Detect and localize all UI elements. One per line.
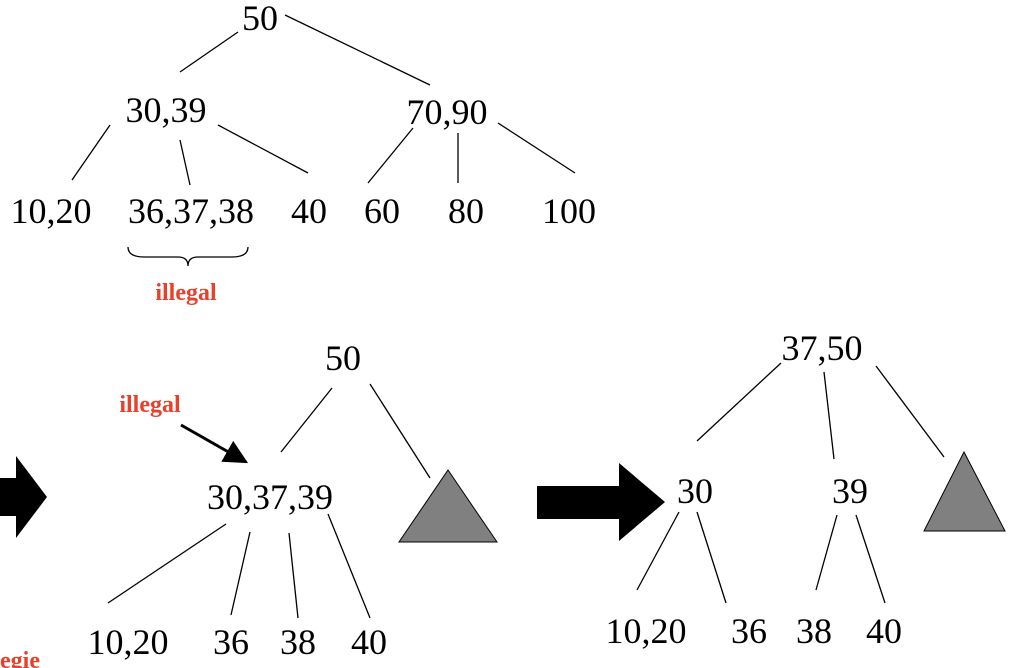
step1-leaf: 80 [448,191,484,231]
step3-subtree-triangle-icon [923,450,1006,532]
edge-root-to-subtree [369,383,431,479]
step3-root-node: 37,50 [782,328,863,368]
edge-root-to-middle [280,387,333,453]
step3-tree: 37,50 30 39 10,20 36 38 40 [537,328,1006,651]
step1-leaf: 40 [291,191,327,231]
step1-leaf: 36,37,38 [128,191,254,231]
step1-root-node: 50 [242,0,278,38]
edge-middle-to-leaf-1 [107,523,227,604]
edge-middle-to-leaf-4 [327,513,371,619]
step2-cut-label: egie [0,648,40,668]
edge-root-to-right [823,371,835,460]
edge-left-to-leaf-1 [71,124,111,181]
step2-leaf: 36 [213,622,249,662]
edge-right-to-leaf-4 [367,127,414,184]
step2-transition-arrow-icon [0,456,47,538]
step3-leaf: 38 [796,611,832,651]
step3-left-node: 30 [677,471,713,511]
edge-root-to-subtree [875,365,945,458]
step2-root-node: 50 [325,338,361,378]
edge-root-to-left [696,362,782,442]
illegal-pointer-arrow-icon [180,423,249,464]
edge-right-to-leaf-4 [855,514,886,604]
step3-right-node: 39 [832,471,868,511]
step2-tree: illegal 50 30,37,39 10,20 36 38 40 egie [0,338,498,668]
step2-subtree-triangle-icon [398,469,498,543]
edge-middle-to-leaf-3 [288,532,299,619]
edge-right-to-leaf-6 [497,122,576,174]
step3-leaf: 36 [731,611,767,651]
step3-leaf: 10,20 [606,611,687,651]
edge-middle-to-leaf-2 [230,531,251,616]
step1-right-node: 70,90 [407,92,488,132]
step1-illegal-label: illegal [155,280,217,306]
curly-brace [127,246,249,267]
edge-left-to-leaf-2 [179,139,191,186]
step3-transition-arrow-icon [537,463,665,541]
step1-left-node: 30,39 [126,90,207,130]
step2-middle-node: 30,37,39 [207,477,333,517]
step2-illegal-label: illegal [119,392,181,418]
edge-right-to-leaf-3 [815,514,838,591]
step1-leaf: 60 [364,191,400,231]
step1-leaf: 100 [542,191,596,231]
edge-left-to-leaf-2 [696,511,727,604]
step2-leaf: 10,20 [88,622,169,662]
edge-root-to-left [179,31,239,73]
edge-left-to-leaf-1 [636,511,680,591]
step2-leaf: 38 [280,622,316,662]
edge-left-to-leaf-3 [217,124,309,174]
step3-leaf: 40 [866,611,902,651]
step2-leaf: 40 [351,622,387,662]
edge-root-to-right [284,14,431,86]
step1-leaf: 10,20 [11,191,92,231]
step1-tree: 50 30,39 70,90 10,20 36,37,38 40 60 80 1… [11,0,597,306]
